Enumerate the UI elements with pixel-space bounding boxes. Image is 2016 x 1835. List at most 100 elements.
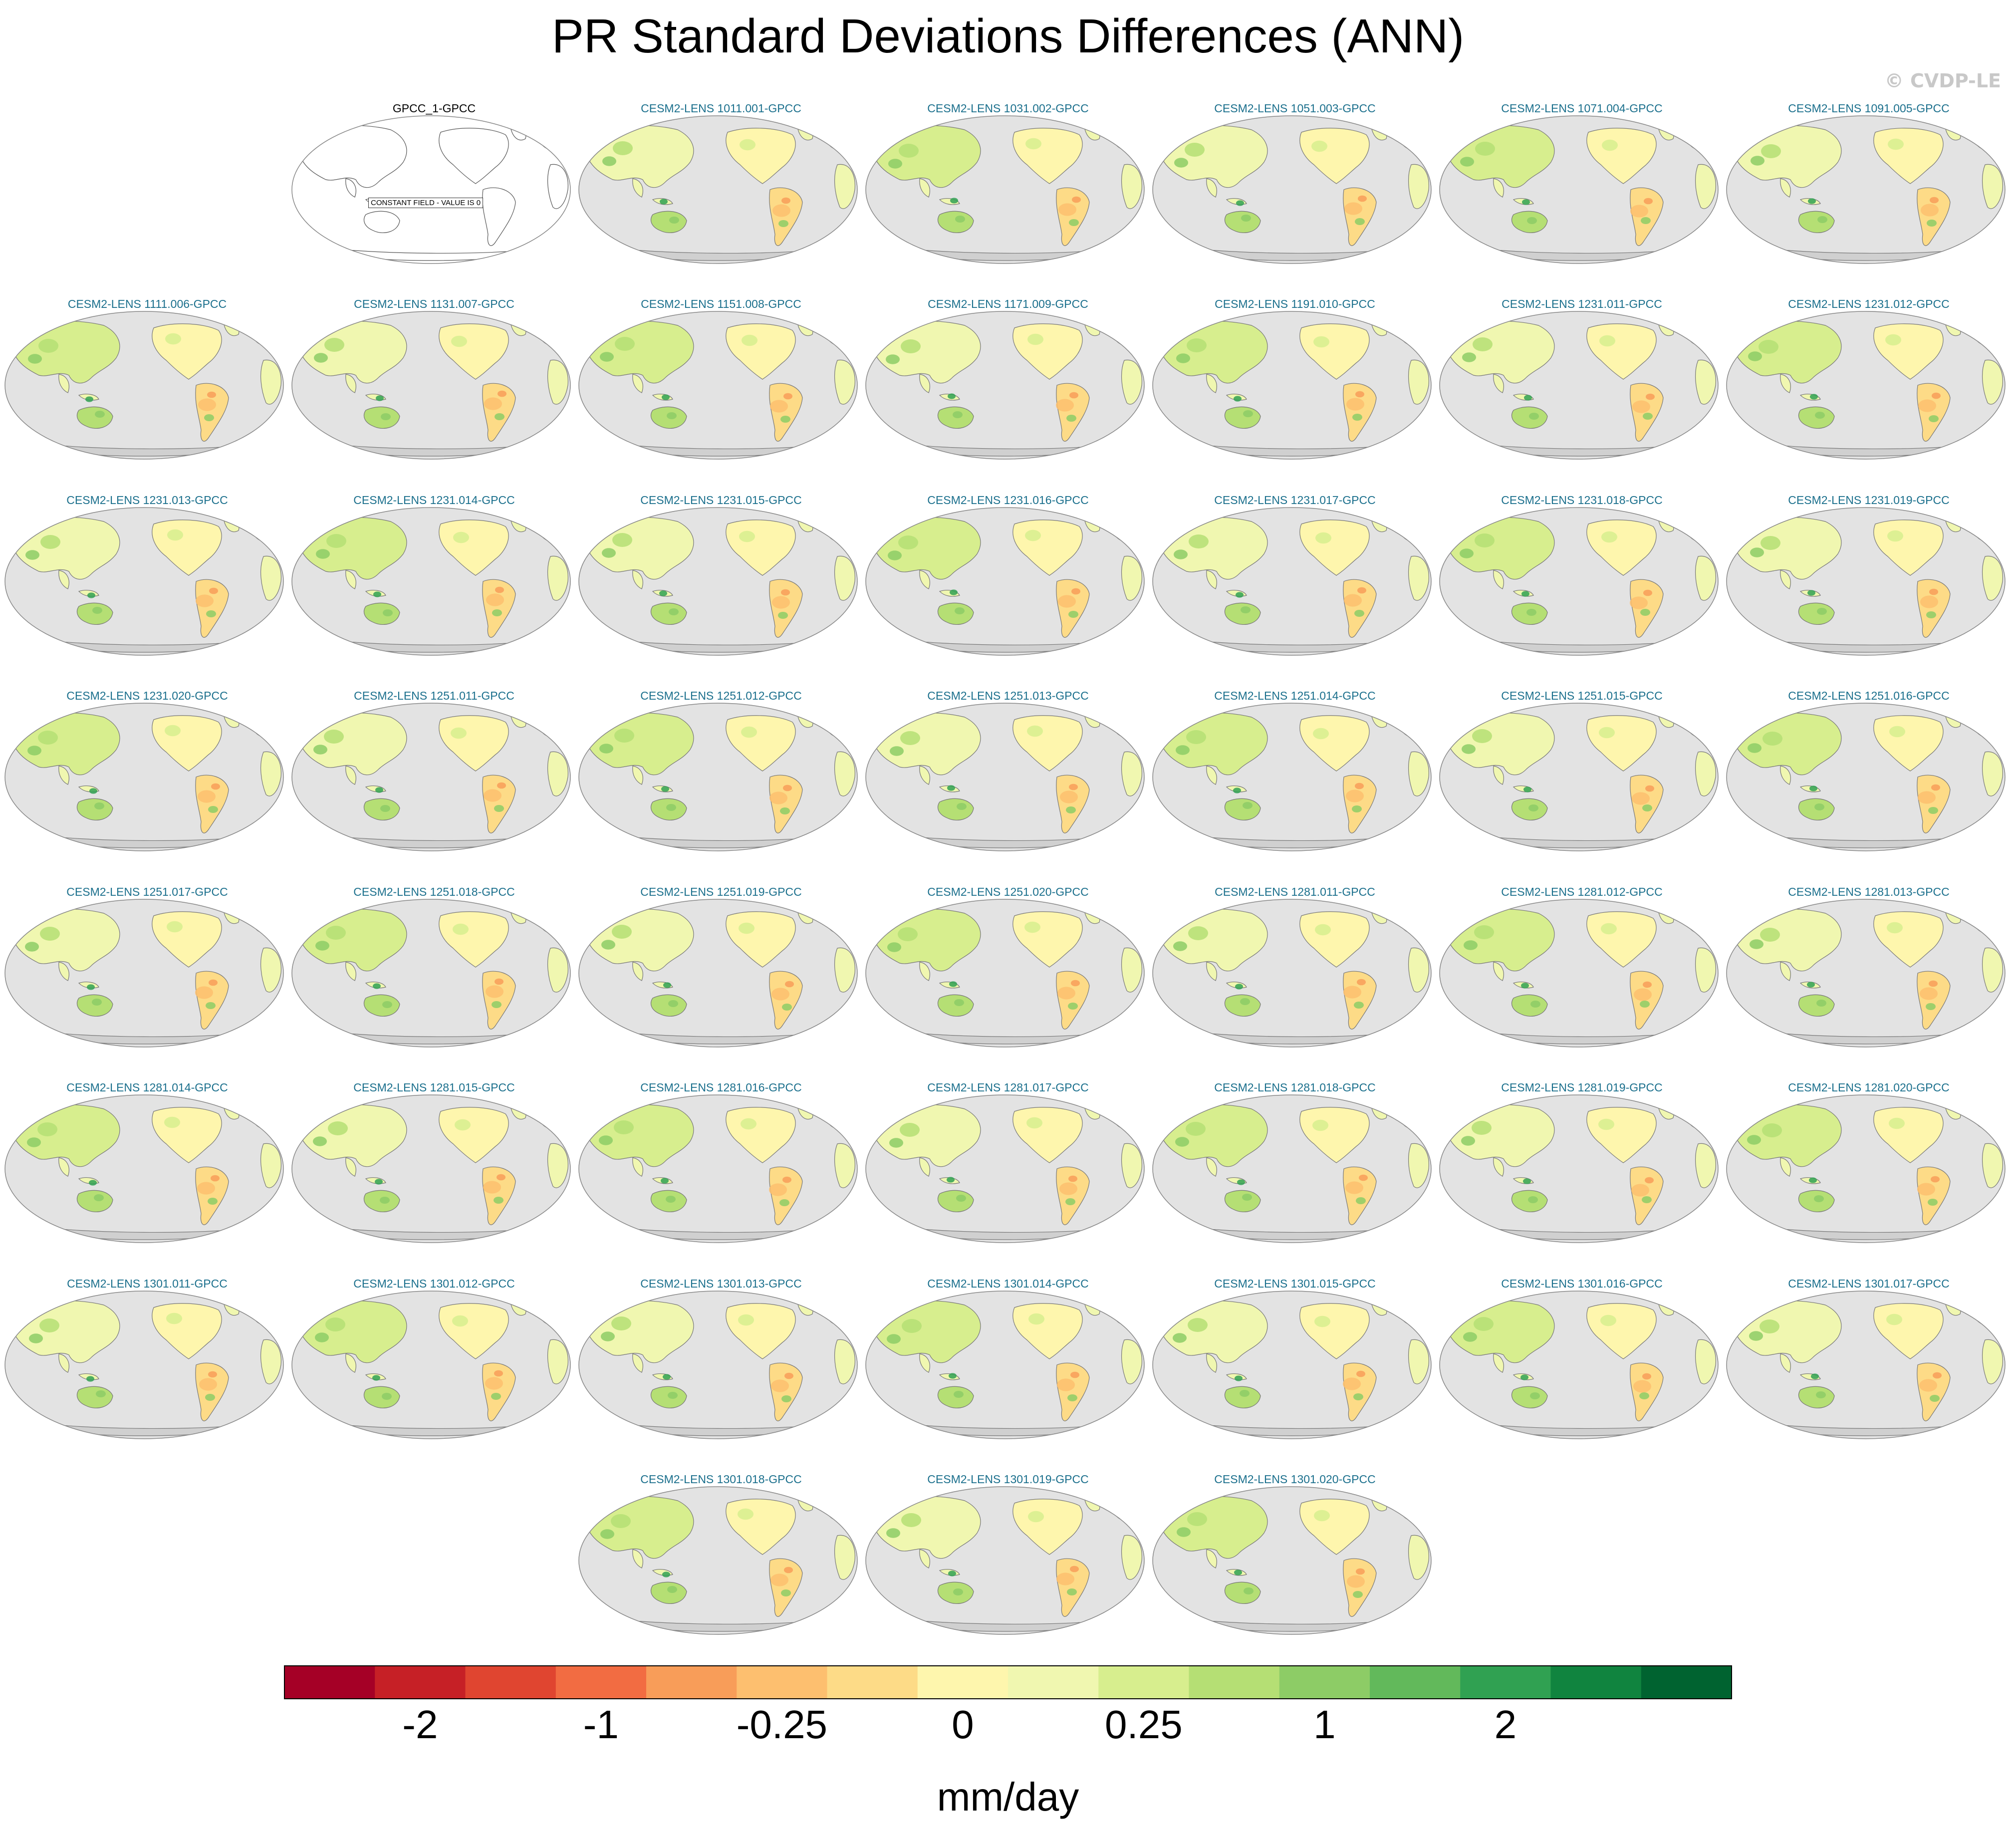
land-region bbox=[1121, 1339, 1143, 1384]
land-region bbox=[260, 359, 282, 405]
anomaly-patch bbox=[494, 1197, 504, 1204]
map-globe bbox=[1152, 703, 1432, 851]
map-globe bbox=[578, 703, 858, 851]
anomaly-patch bbox=[600, 1529, 614, 1539]
anomaly-patch bbox=[1186, 730, 1206, 744]
anomaly-patch bbox=[1069, 219, 1079, 226]
anomaly-patch bbox=[1472, 729, 1492, 743]
map-panel-title: CESM2-LENS 1281.011-GPCC bbox=[1215, 885, 1375, 898]
map-globe bbox=[4, 1094, 284, 1243]
anomaly-patch bbox=[1645, 1177, 1654, 1184]
anomaly-patch bbox=[599, 1135, 613, 1145]
map-panel: CESM2-LENS 1011.001-GPCC bbox=[578, 100, 864, 295]
map-panel-title: CESM2-LENS 1251.013-GPCC bbox=[927, 689, 1089, 702]
land-region bbox=[1056, 775, 1090, 833]
anomaly-patch bbox=[1068, 611, 1078, 618]
anomaly-patch bbox=[661, 786, 669, 792]
globe-border bbox=[1726, 1291, 2006, 1439]
page-title: PR Standard Deviations Differences (ANN) bbox=[551, 9, 1465, 63]
anomaly-patch bbox=[739, 922, 755, 934]
land-region bbox=[1343, 187, 1377, 246]
anomaly-patch bbox=[887, 942, 901, 952]
anomaly-patch bbox=[1237, 1179, 1245, 1185]
land-region bbox=[1982, 359, 2004, 405]
land-region bbox=[632, 1157, 643, 1177]
anomaly-patch bbox=[738, 1314, 754, 1326]
colorbar-swatch bbox=[737, 1666, 827, 1699]
anomaly-patch bbox=[949, 1373, 957, 1379]
map-panel: CESM2-LENS 1301.019-GPCC bbox=[865, 1471, 1151, 1666]
map-globe bbox=[1439, 1291, 1719, 1439]
anomaly-patch bbox=[1070, 1566, 1079, 1573]
colorbar-frame bbox=[284, 1665, 1732, 1699]
anomaly-patch bbox=[1460, 157, 1474, 167]
land-region bbox=[439, 128, 509, 184]
map-panel-title: CESM2-LENS 1191.010-GPCC bbox=[1215, 297, 1375, 310]
globe-border bbox=[865, 115, 1145, 264]
anomaly-patch bbox=[206, 1002, 216, 1009]
anomaly-patch bbox=[1236, 200, 1244, 206]
map-panel-title: CESM2-LENS 1301.011-GPCC bbox=[67, 1277, 228, 1290]
land-region bbox=[834, 1535, 856, 1580]
map-panel: CESM2-LENS 1301.016-GPCC bbox=[1439, 1275, 1725, 1471]
anomaly-patch bbox=[1632, 400, 1650, 413]
anomaly-patch bbox=[1028, 1511, 1044, 1523]
colorbar-swatch bbox=[1008, 1666, 1099, 1699]
anomaly-patch bbox=[668, 1000, 678, 1007]
land-region bbox=[1343, 1558, 1377, 1617]
globe-border bbox=[291, 507, 571, 656]
globe-border bbox=[1439, 1291, 1719, 1439]
land-region bbox=[1780, 1157, 1791, 1177]
map-panel-title: CESM2-LENS 1251.015-GPCC bbox=[1501, 689, 1663, 702]
land-region bbox=[1630, 579, 1664, 638]
land-region bbox=[1408, 751, 1430, 796]
map-panel: CESM2-LENS 1091.005-GPCC bbox=[1726, 100, 2012, 295]
map-globe bbox=[578, 507, 858, 656]
anomaly-patch bbox=[887, 1334, 901, 1344]
anomaly-patch bbox=[208, 1371, 217, 1378]
map-panel-title: CESM2-LENS 1281.020-GPCC bbox=[1788, 1081, 1950, 1094]
anomaly-patch bbox=[613, 141, 633, 155]
globe-border bbox=[865, 507, 1145, 656]
globe-border bbox=[1439, 507, 1719, 656]
anomaly-patch bbox=[784, 1372, 793, 1379]
anomaly-patch bbox=[1760, 1319, 1779, 1333]
globe-border bbox=[1152, 507, 1432, 656]
globe-border bbox=[1726, 899, 2006, 1048]
colorbar-swatch bbox=[646, 1666, 737, 1699]
anomaly-patch bbox=[778, 612, 788, 619]
anomaly-patch bbox=[781, 589, 790, 596]
land-region bbox=[1695, 1143, 1717, 1188]
land-region bbox=[1780, 1353, 1791, 1373]
land-region bbox=[1056, 971, 1090, 1030]
map-panel: CESM2-LENS 1231.015-GPCC bbox=[578, 492, 864, 687]
map-panel-title: CESM2-LENS 1251.016-GPCC bbox=[1788, 689, 1950, 702]
land-region bbox=[345, 1157, 356, 1177]
land-region bbox=[1408, 555, 1430, 601]
anomaly-patch bbox=[1815, 412, 1825, 419]
land-region bbox=[1798, 211, 1835, 233]
anomaly-patch bbox=[1808, 198, 1816, 204]
anomaly-patch bbox=[40, 535, 60, 549]
map-globe bbox=[578, 1094, 858, 1243]
land-region bbox=[363, 602, 400, 625]
anomaly-patch bbox=[1816, 1000, 1826, 1007]
land-region bbox=[1695, 751, 1717, 796]
anomaly-patch bbox=[1353, 1591, 1363, 1598]
anomaly-patch bbox=[1645, 785, 1654, 792]
anomaly-patch bbox=[1344, 202, 1362, 215]
anomaly-patch bbox=[602, 156, 616, 166]
anomaly-patch bbox=[326, 534, 346, 548]
land-region bbox=[1056, 1166, 1090, 1225]
globe-border bbox=[578, 311, 858, 460]
land-region bbox=[919, 374, 930, 393]
map-panel: CESM2-LENS 1281.019-GPCC bbox=[1439, 1079, 1725, 1275]
map-panel-title: CESM2-LENS 1051.003-GPCC bbox=[1214, 102, 1376, 115]
anomaly-patch bbox=[494, 1370, 503, 1377]
land-region bbox=[1493, 962, 1504, 981]
land-region bbox=[1121, 1143, 1143, 1188]
anomaly-patch bbox=[1750, 547, 1764, 557]
anomaly-patch bbox=[491, 1393, 501, 1400]
anomaly-patch bbox=[1174, 158, 1188, 168]
anomaly-patch bbox=[1069, 392, 1078, 399]
